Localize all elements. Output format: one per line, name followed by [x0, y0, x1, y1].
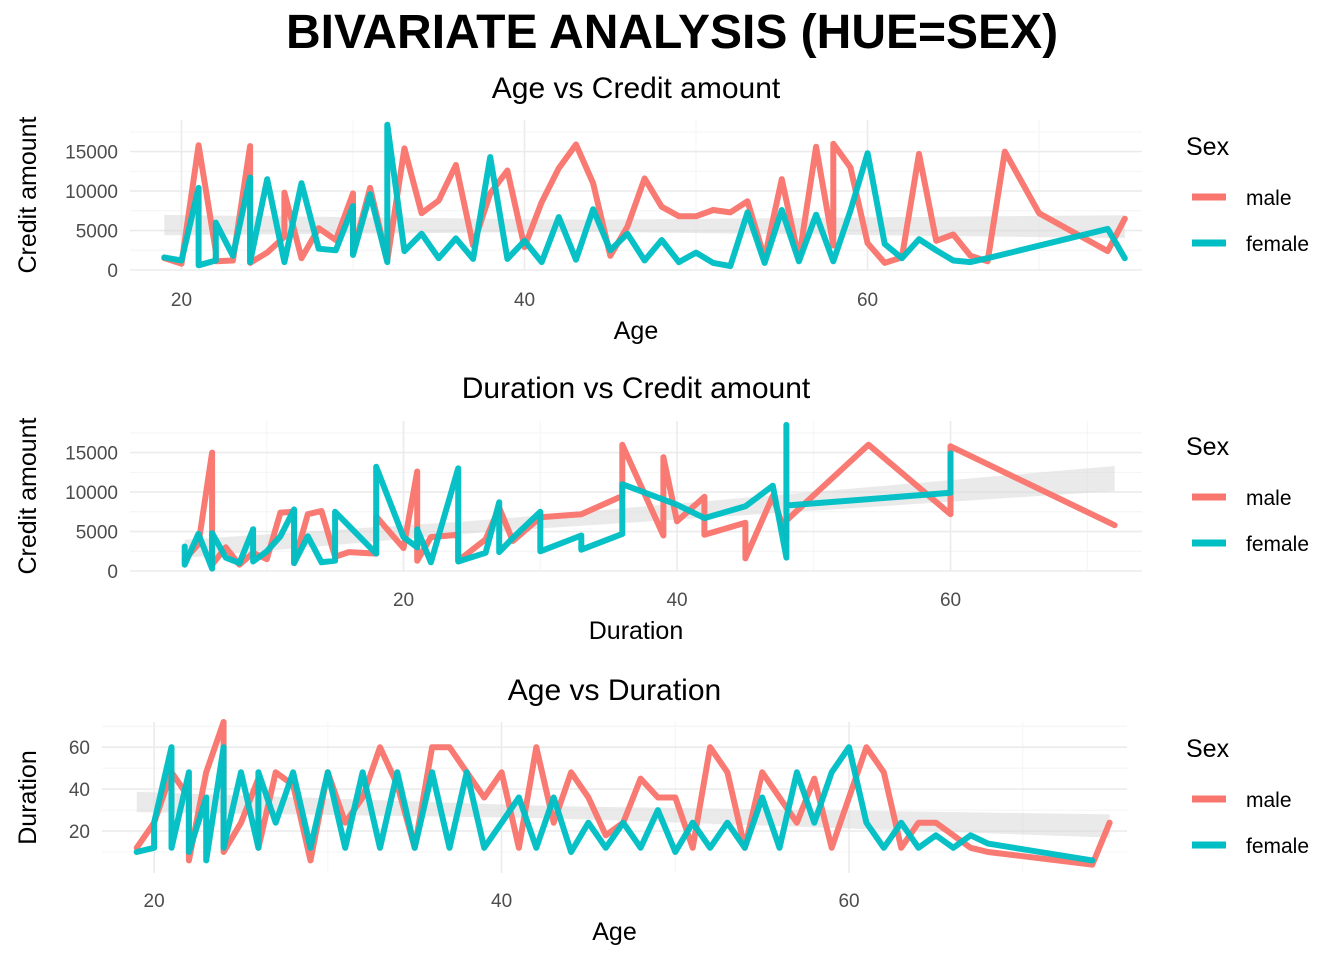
chart-panel-1: 20 40 60 0 5000 10000 15000 Age vs Credit amoun…: [14, 72, 1309, 345]
x-tick-label: 20: [171, 290, 192, 311]
series-line-female: [133, 744, 1096, 864]
legend-label-female: female: [1246, 233, 1309, 256]
y-tick-label: 0: [107, 261, 118, 282]
legend-title: Sex: [1186, 433, 1230, 461]
y-tick-label: 5000: [76, 523, 118, 544]
y-tick-label: 15000: [65, 143, 118, 164]
figure-title: BIVARIATE ANALYSIS (HUE=SEX): [286, 6, 1058, 59]
y-axis-title: Credit amount: [14, 116, 42, 273]
chart-panel-3: 20 40 60 20 40 60 Age vs Duration Age Duration Se…: [14, 674, 1309, 946]
y-axis-title: Duration: [14, 750, 42, 845]
series-line-female: [161, 121, 1128, 270]
series-line-female: [181, 421, 954, 572]
y-tick-label: 5000: [76, 222, 118, 243]
legend-title: Sex: [1186, 735, 1230, 763]
panel-title: Age vs Duration: [508, 674, 721, 707]
y-tick-label: 0: [107, 562, 118, 583]
y-tick-label: 20: [69, 822, 90, 843]
series-line-male: [161, 140, 1128, 267]
panel-title: Age vs Credit amount: [492, 72, 781, 105]
legend-label-male: male: [1246, 187, 1292, 210]
x-axis-title: Age: [614, 317, 658, 345]
series-line-male: [181, 441, 1118, 568]
legend-label-female: female: [1246, 533, 1309, 556]
legend: Sex male female: [1186, 133, 1309, 256]
y-tick-label: 40: [69, 780, 90, 801]
legend-label-male: male: [1246, 487, 1292, 510]
legend-title: Sex: [1186, 133, 1230, 161]
y-tick-label: 10000: [65, 483, 118, 504]
x-axis-title: Duration: [589, 617, 684, 645]
legend: Sex male female: [1186, 735, 1309, 858]
x-tick-label: 20: [393, 590, 414, 611]
x-tick-label: 60: [838, 891, 859, 912]
x-tick-label: 60: [857, 290, 878, 311]
legend-label-female: female: [1246, 835, 1309, 858]
y-axis-title: Credit amount: [14, 417, 42, 574]
x-tick-label: 20: [144, 891, 165, 912]
chart-panel-2: 20 40 60 0 5000 10000 15000 Duration vs Credit …: [14, 372, 1309, 645]
legend: Sex male female: [1186, 433, 1309, 556]
panel-title: Duration vs Credit amount: [462, 372, 811, 405]
legend-label-male: male: [1246, 789, 1292, 812]
x-tick-label: 40: [491, 891, 512, 912]
x-axis-title: Age: [592, 918, 636, 946]
x-tick-label: 40: [514, 290, 535, 311]
x-tick-label: 60: [940, 590, 961, 611]
y-tick-label: 15000: [65, 444, 118, 465]
y-tick-label: 60: [69, 738, 90, 759]
x-tick-label: 40: [666, 590, 687, 611]
chart-panels: 20 40 60 0 5000 10000 15000 Age vs Credit amoun…: [14, 72, 1309, 946]
y-tick-label: 10000: [65, 182, 118, 203]
